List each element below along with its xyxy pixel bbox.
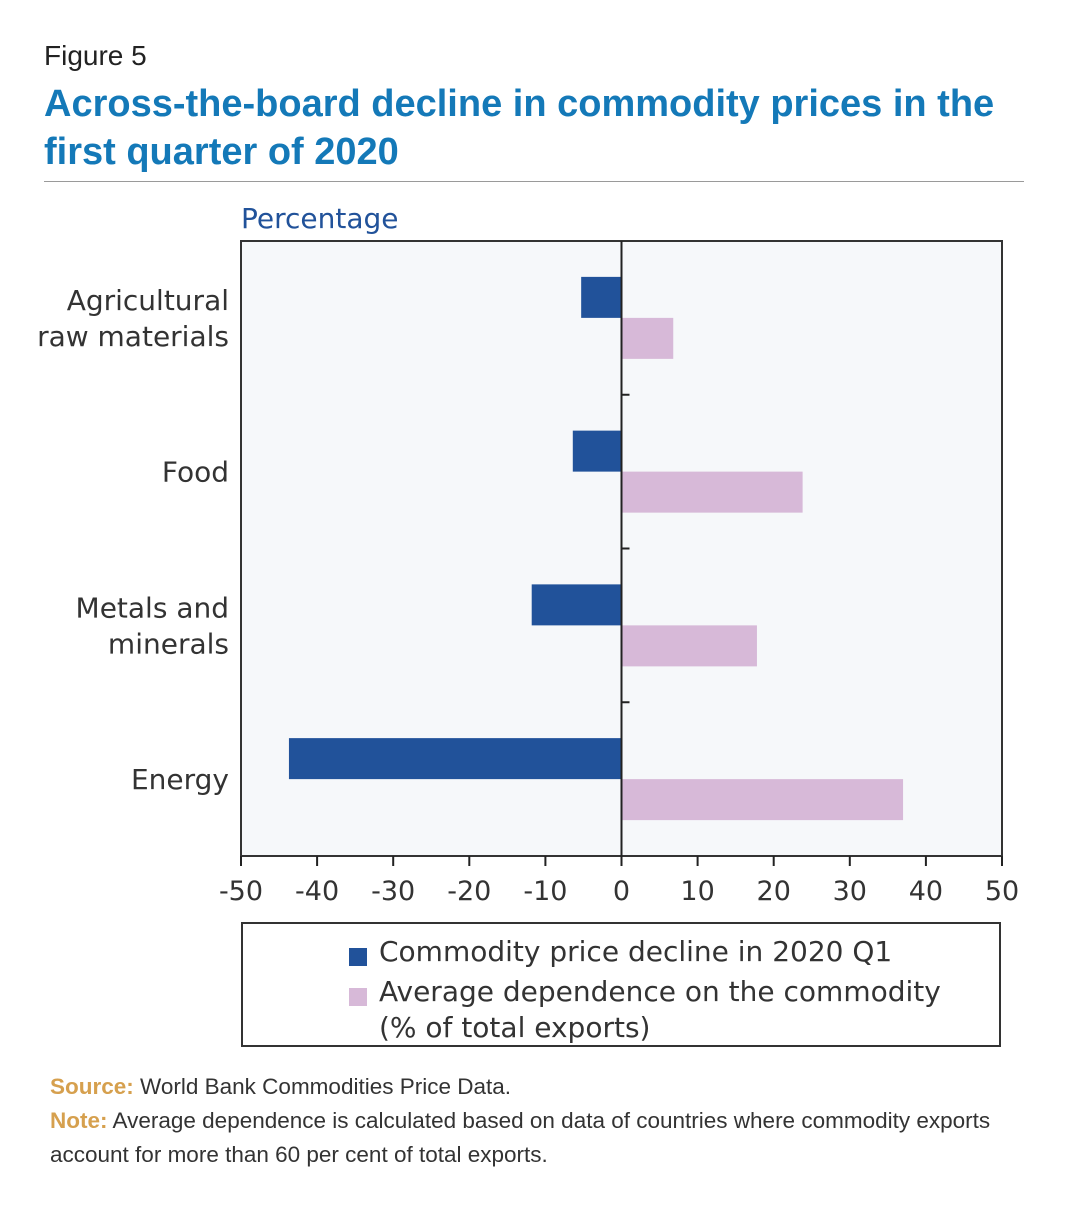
legend-item-price-decline: Commodity price decline in 2020 Q1 [349, 934, 893, 970]
chart-legend: Commodity price decline in 2020 Q1 Avera… [241, 922, 1001, 1047]
x-tick-label--40: -40 [295, 876, 339, 907]
figure-label: Figure 5 [44, 40, 147, 71]
source-text: World Bank Commodities Price Data. [140, 1074, 512, 1099]
x-tick-label-30: 30 [833, 876, 867, 907]
figure-title: Across-the-board decline in commodity pr… [44, 83, 995, 173]
x-tick-label--30: -30 [371, 876, 415, 907]
x-tick-label--20: -20 [447, 876, 491, 907]
bar-dependence-0 [621, 317, 674, 359]
bar-dependence-3 [621, 779, 904, 821]
x-tick-label-10: 10 [680, 876, 714, 907]
bar-price-decline-1 [572, 430, 622, 472]
category-label-0: Agricultural raw materials [37, 284, 229, 353]
source-label: Source: [50, 1074, 134, 1099]
title-divider [44, 181, 1024, 182]
note-label: Note: [50, 1108, 108, 1133]
category-label-2: Metals and minerals [76, 591, 229, 660]
bar-price-decline-3 [288, 738, 622, 780]
source-line: Source: World Bank Commodities Price Dat… [50, 1070, 1050, 1104]
legend-swatch-dependence [349, 988, 367, 1006]
category-label-3: Energy [131, 763, 229, 796]
y-axis-label: Percentage [241, 202, 399, 235]
plot-area: Agricultural raw materials Food Metals and m… [37, 240, 1019, 907]
x-tick-label--50: -50 [219, 876, 263, 907]
bar-dependence-1 [621, 471, 803, 513]
legend-swatch-price-decline [349, 948, 367, 966]
bar-chart: Percentage Agricultural raw materials Food… [37, 202, 1019, 907]
legend-label-price-decline: Commodity price decline in 2020 Q1 [379, 935, 893, 968]
x-tick-label-40: 40 [909, 876, 943, 907]
bar-dependence-2 [621, 625, 757, 667]
bar-price-decline-2 [531, 584, 622, 626]
legend-label-dependence: Average dependence on the commodity (% o… [379, 975, 941, 1044]
x-tick-label-50: 50 [985, 876, 1019, 907]
category-label-1: Food [162, 456, 229, 489]
note-text: Average dependence is calculated based o… [50, 1108, 991, 1167]
x-tick-label--10: -10 [523, 876, 567, 907]
figure-notes: Source: World Bank Commodities Price Dat… [50, 1070, 1050, 1172]
x-tick-label-0: 0 [613, 876, 630, 907]
legend-item-dependence: Average dependence on the commodity (% o… [349, 974, 941, 1046]
note-line: Note: Average dependence is calculated b… [50, 1104, 1050, 1172]
bar-price-decline-0 [581, 276, 622, 318]
x-tick-label-20: 20 [757, 876, 791, 907]
